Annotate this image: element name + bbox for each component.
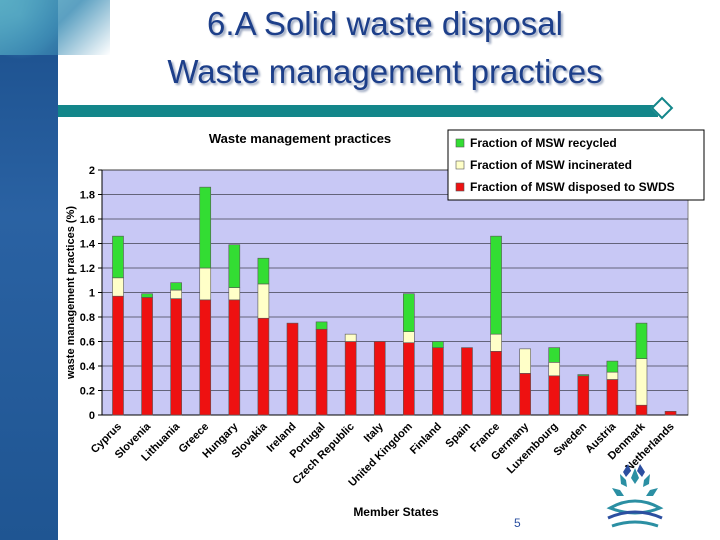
bar-segment (228, 287, 241, 301)
bar-segment (344, 341, 357, 416)
bar-segment (490, 333, 502, 352)
bar-segment (635, 404, 648, 416)
bar-segment (228, 299, 241, 416)
slide-title-line-1: 6.A Solid waste disposal (207, 5, 563, 42)
legend-swatch (455, 160, 465, 170)
bar-segment (635, 322, 648, 359)
bar-segment (170, 282, 182, 291)
bar-segment (257, 283, 270, 319)
page-number: 5 (514, 516, 521, 530)
x-tick-label: Finland (408, 421, 444, 457)
bar-segment (461, 347, 473, 416)
bar-segment (635, 358, 648, 406)
bar-segment (199, 267, 212, 301)
bar-segment (112, 235, 124, 279)
bar-segment (257, 317, 270, 416)
y-tick-label: 0 (89, 410, 95, 422)
bar-segment (490, 235, 502, 335)
bar-segment (548, 375, 561, 416)
bar-segment (432, 341, 444, 348)
bar-segment (170, 298, 182, 416)
bar-segment (199, 186, 212, 269)
title-rule (58, 105, 658, 117)
y-tick-label: 0.2 (80, 386, 95, 398)
legend-label: Fraction of MSW incinerated (470, 158, 632, 172)
bar-segment (286, 322, 299, 416)
bar-segment (403, 293, 415, 333)
bar-segment (199, 299, 212, 416)
x-axis-label: Member States (353, 505, 439, 519)
bar-segment (141, 297, 153, 416)
y-tick-label: 2 (89, 165, 95, 177)
bar-segment (548, 362, 561, 377)
x-tick-label: Italy (362, 420, 387, 445)
chart: Waste management practices 0 0.2 0.4 0.6 0.8 1… (65, 129, 705, 519)
y-axis-label: waste management practices (%) (65, 206, 77, 380)
bar-segment (577, 374, 590, 377)
corner-decoration (0, 0, 110, 55)
bar-segment (548, 347, 561, 363)
left-decorative-band (0, 0, 58, 540)
y-tick-label: 1.6 (80, 214, 95, 226)
bar-segment (315, 321, 328, 330)
y-tick-label: 0.6 (80, 337, 95, 349)
legend-label: Fraction of MSW recycled (470, 136, 617, 150)
bar-segment (403, 342, 415, 416)
legend-swatch (455, 182, 465, 192)
slide-title-line-2: Waste management practices (167, 53, 603, 90)
organization-logo-icon (606, 464, 664, 528)
legend-swatch (455, 138, 465, 148)
bar-segment (606, 371, 619, 380)
bar-segment (112, 295, 124, 416)
bar-segment (257, 257, 270, 285)
bar-segment (577, 375, 590, 416)
bar-segment (490, 351, 502, 416)
bar-segment (141, 293, 153, 298)
bar-segment (519, 373, 531, 416)
bar-segment (519, 348, 531, 374)
bar-segment (403, 331, 415, 344)
bar-segment (664, 411, 677, 416)
y-tick-label: 1.8 (80, 190, 95, 202)
bar-segment (432, 347, 444, 416)
bar-segment (315, 328, 328, 416)
y-tick-label: 0.4 (80, 361, 96, 373)
bar-segment (344, 333, 357, 342)
y-tick-label: 1 (89, 288, 95, 300)
bar-segment (112, 277, 124, 297)
bar-segment (606, 360, 619, 373)
legend-label: Fraction of MSW disposed to SWDS (470, 180, 675, 194)
y-tick-label: 1.2 (80, 263, 95, 275)
bar-segment (606, 379, 619, 416)
bar-segment (228, 244, 241, 288)
bar-segment (373, 341, 386, 416)
bar-segment (170, 289, 182, 299)
y-tick-label: 1.4 (80, 239, 96, 251)
chart-title: Waste management practices (209, 131, 391, 146)
y-tick-label: 0.8 (80, 312, 95, 324)
legend-box (447, 129, 705, 201)
